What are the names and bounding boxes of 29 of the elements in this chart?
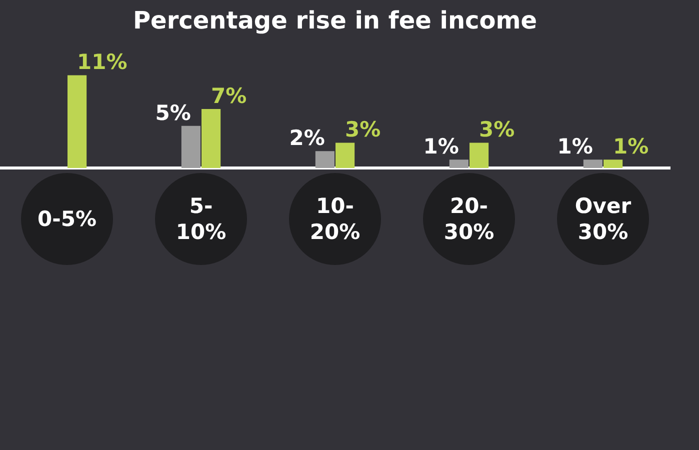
bar: [604, 160, 623, 168]
circle-badge: 0-5%: [21, 173, 113, 265]
data-label: 1%: [613, 134, 649, 159]
data-label: 1%: [557, 134, 593, 159]
x-tick-label: 0-5%: [37, 206, 97, 232]
circle-badge: Over 30%: [557, 173, 649, 265]
x-tick-label: 10-20%: [308, 193, 362, 245]
circle-badge: 10-20%: [289, 173, 381, 265]
data-label: 3%: [345, 118, 381, 142]
data-label: 2%: [289, 126, 325, 150]
circle-badge: 5-10%: [155, 173, 247, 265]
bar: [583, 160, 602, 168]
bar: [181, 126, 200, 168]
bar: [68, 75, 87, 168]
data-label: 3%: [479, 118, 515, 142]
data-label: 5%: [155, 100, 191, 125]
bar: [202, 108, 221, 168]
bar: [315, 151, 334, 168]
bar: [470, 142, 489, 168]
x-tick-label: 20-30%: [442, 193, 496, 245]
x-tick-label: 5-10%: [174, 193, 228, 245]
x-tick-label: Over 30%: [574, 193, 632, 245]
data-label: 1%: [423, 134, 459, 159]
chart-title: Percentage rise in fee income: [132, 6, 538, 35]
data-label: 7%: [211, 84, 247, 108]
bar: [336, 142, 355, 168]
data-label: 11%: [77, 50, 128, 74]
circle-badge: 20-30%: [423, 173, 515, 265]
bar: [449, 160, 468, 168]
